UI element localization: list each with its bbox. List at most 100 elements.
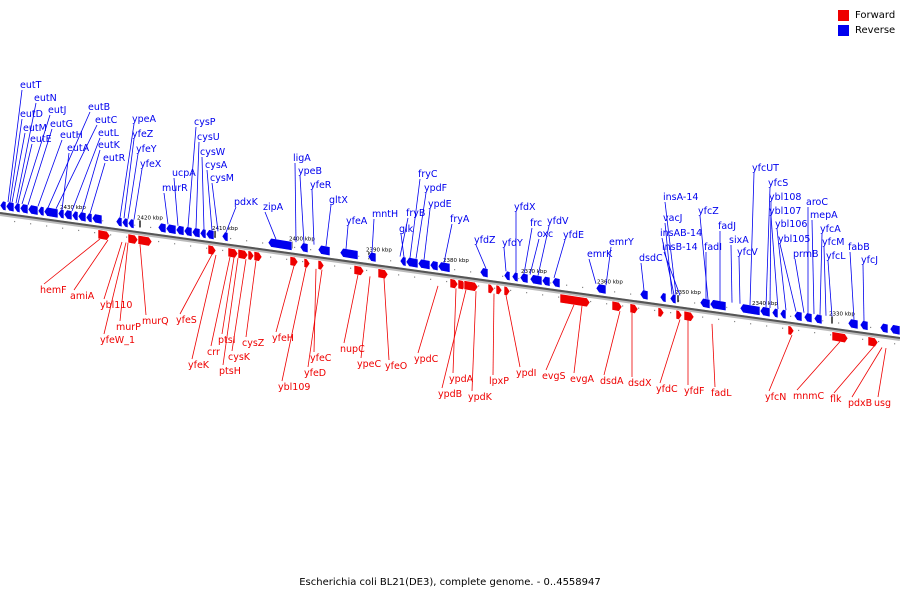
reverse-gene-leader xyxy=(81,149,101,213)
forward-gene-leader xyxy=(73,239,109,291)
forward-gene-leader xyxy=(221,257,235,335)
reverse-gene-arrow xyxy=(437,261,451,273)
reverse-gene-arrow xyxy=(803,312,813,324)
reverse-gene-arrow xyxy=(709,299,727,312)
forward-gene-label: yfeK xyxy=(188,360,210,371)
minor-tick xyxy=(262,242,264,244)
forward-gene-label: ypdA xyxy=(449,374,474,385)
reverse-gene-leader xyxy=(523,227,533,274)
reverse-gene-label: fadI xyxy=(704,242,722,253)
minor-tick xyxy=(502,275,504,277)
legend-reverse: Reverse xyxy=(838,23,895,38)
reverse-gene-label: prmB xyxy=(793,249,819,260)
reverse-gene-leader xyxy=(699,215,709,300)
minor-tick xyxy=(694,302,696,304)
forward-gene-label: evgA xyxy=(570,374,594,385)
reverse-gene-label: eutD xyxy=(20,109,43,120)
forward-gene-label: ypdK xyxy=(468,392,493,403)
reverse-gene-label: eutA xyxy=(67,143,90,154)
minor-tick xyxy=(334,265,336,267)
reverse-gene-leader xyxy=(400,233,405,258)
reverse-gene-label: eutH xyxy=(60,130,83,141)
minor-tick xyxy=(654,309,656,312)
minor-tick xyxy=(102,220,104,222)
forward-gene-leader xyxy=(851,347,883,398)
minor-tick xyxy=(550,282,552,284)
minor-tick xyxy=(526,292,528,294)
forward-gene-leader xyxy=(119,242,129,322)
reverse-gene-label: yfeY xyxy=(136,144,157,155)
minor-tick xyxy=(518,277,520,280)
reverse-gene-leader xyxy=(769,201,772,308)
forward-gene-label: pdxB xyxy=(848,398,872,409)
reverse-gene-leader xyxy=(605,246,612,286)
reverse-gene-leader xyxy=(206,169,213,231)
forward-gene-label: yfdC xyxy=(656,384,678,395)
reverse-gene-leader xyxy=(503,247,507,272)
reverse-gene-leader xyxy=(123,138,135,219)
forward-gene-label: ybl109 xyxy=(278,382,310,393)
reverse-gene-label: mepA xyxy=(810,210,838,221)
minor-tick xyxy=(310,249,312,251)
minor-tick xyxy=(670,312,672,314)
forward-gene-leader xyxy=(307,269,323,368)
forward-gene-label: yfdF xyxy=(684,386,704,397)
forward-gene-leader xyxy=(603,311,621,376)
forward-gene-label: fadL xyxy=(711,388,732,399)
reverse-gene-label: frc xyxy=(530,218,542,229)
reverse-gene-arrow xyxy=(205,229,215,241)
forward-gene-label: nupC xyxy=(340,344,365,355)
reverse-gene-label: eutJ xyxy=(48,105,66,116)
minor-tick xyxy=(790,315,792,317)
kbp-tick-label: 2410 kbp xyxy=(212,226,238,232)
reverse-gene-arrow xyxy=(405,257,419,269)
minor-tick xyxy=(726,306,728,309)
kbp-tick-label: 2400 kbp xyxy=(289,237,315,243)
minor-tick xyxy=(390,260,392,262)
reverse-gene-leader xyxy=(537,225,550,276)
forward-gene-arrow xyxy=(503,285,511,297)
forward-gene-leader xyxy=(796,341,841,391)
minor-tick xyxy=(838,322,840,324)
reverse-gene-leader xyxy=(794,258,805,313)
reverse-gene-label: eutE xyxy=(30,134,52,145)
reverse-gene-label: cysM xyxy=(210,173,234,184)
reverse-gene-leader xyxy=(299,175,305,244)
reverse-gene-arrow xyxy=(85,212,93,224)
forward-gene-arrow xyxy=(207,244,217,256)
reverse-gene-arrow xyxy=(0,200,7,212)
reverse-gene-label: yfeX xyxy=(140,159,162,170)
forward-gene-leader xyxy=(275,265,295,333)
reverse-gene-label: yfcS xyxy=(768,178,788,189)
minor-tick xyxy=(814,332,816,334)
reverse-gene-arrow xyxy=(183,226,193,238)
forward-gene-label: yfeD xyxy=(304,368,326,379)
reverse-gene-leader xyxy=(133,168,143,220)
forward-gene-arrow xyxy=(463,280,479,292)
minor-tick xyxy=(230,237,232,240)
reverse-gene-arrow xyxy=(417,258,431,271)
forward-gene-label: yfcN xyxy=(765,392,786,403)
reverse-gene-leader xyxy=(7,89,23,203)
reverse-gene-label: yfeA xyxy=(346,216,368,227)
kbp-tick-label: 2330 kbp xyxy=(829,312,855,318)
reverse-gene-arrow xyxy=(699,297,711,309)
reverse-gene-leader xyxy=(529,238,540,275)
forward-gene-arrow xyxy=(317,259,325,271)
reverse-gene-leader xyxy=(187,126,197,228)
reverse-gene-label: eutN xyxy=(34,93,57,104)
forward-gene-arrow xyxy=(227,247,239,259)
reverse-gene-label: oxc xyxy=(537,229,553,240)
reverse-gene-label: eutB xyxy=(88,102,110,113)
minor-tick xyxy=(294,246,296,249)
minor-tick xyxy=(494,287,496,289)
reverse-gene-leader xyxy=(294,162,297,243)
forward-gene-label: ypdB xyxy=(438,389,462,400)
forward-gene-leader xyxy=(383,278,390,361)
reverse-gene-arrow xyxy=(429,260,439,272)
minor-tick xyxy=(542,294,544,296)
reverse-gene-label: ypdE xyxy=(428,199,452,210)
reverse-gene-label: gltX xyxy=(329,195,348,206)
reverse-gene-leader xyxy=(811,219,815,315)
